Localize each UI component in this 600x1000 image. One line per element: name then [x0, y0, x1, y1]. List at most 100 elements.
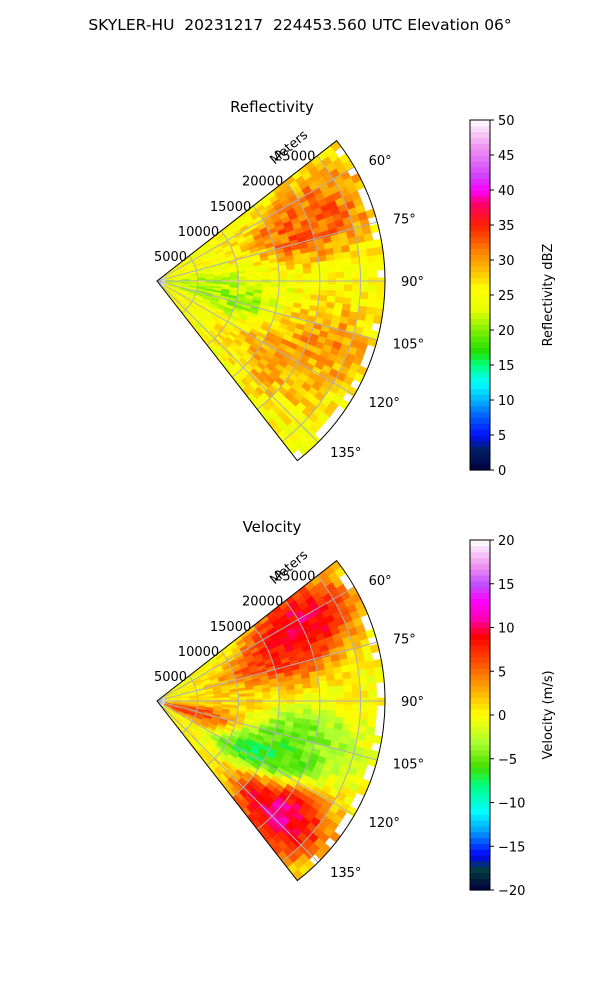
colorbar-segment: [470, 149, 490, 156]
radar-cell: [343, 710, 353, 719]
radar-cell: [286, 269, 296, 275]
radar-cell: [311, 703, 321, 710]
radar-cell: [335, 710, 345, 718]
colorbar-tick-label: −15: [498, 840, 525, 855]
radar-cell: [278, 283, 288, 289]
radar-cell: [351, 683, 361, 692]
radar-cell: [334, 258, 344, 267]
radar-cell: [319, 692, 329, 699]
colorbar-tick-label: 35: [498, 219, 515, 234]
radar-cell: [270, 274, 280, 280]
radar-cell: [262, 275, 272, 280]
radar-cell: [278, 270, 288, 276]
colorbar-segment: [470, 120, 490, 127]
colorbar-tick-label: 25: [498, 289, 515, 304]
colorbar-label: Reflectivity dBZ: [541, 244, 556, 347]
colorbar-segment: [470, 872, 490, 879]
radar-cell: [278, 703, 288, 709]
colorbar-segment: [470, 604, 490, 611]
radar-cell: [295, 703, 304, 710]
colorbar-segment: [470, 849, 490, 856]
colorbar-segment: [470, 761, 490, 769]
azimuth-tick-label: 75°: [393, 632, 416, 647]
colorbar-segment: [470, 411, 490, 419]
radar-cell: [367, 262, 377, 271]
azimuth-tick-label: 60°: [369, 574, 392, 589]
colorbar-segment: [470, 423, 490, 430]
radar-cell: [310, 261, 320, 269]
range-tick-label: 10000: [178, 225, 219, 240]
colorbar-segment: [470, 452, 490, 459]
colorbar-segment: [470, 814, 490, 821]
azimuth-spoke: [156, 280, 355, 396]
azimuth-tick-label: 90°: [401, 695, 424, 710]
colorbar-segment: [470, 720, 490, 728]
radar-cell: [318, 680, 328, 688]
radar-cell: [310, 289, 320, 296]
radar-cell: [342, 717, 352, 726]
sector-outline: [156, 139, 386, 462]
radar-cell: [325, 673, 336, 682]
panel-reflectivity: Reflectivity 5000 10000 15000 20000 25000 60° 7…: [154, 98, 556, 479]
colorbar-segment: [470, 551, 490, 559]
radar-cell: [359, 683, 369, 692]
colorbar-segment: [470, 435, 490, 442]
radar-cell: [286, 274, 296, 280]
colorbar-segment: [470, 330, 490, 337]
radar-cell: [294, 263, 304, 270]
radar-cell: [343, 284, 353, 292]
radar-cell: [344, 697, 353, 706]
radar-cell: [350, 717, 361, 727]
colorbar-tick-label: 10: [498, 394, 515, 409]
radar-cell: [319, 686, 329, 694]
colorbar-tick-label: 15: [498, 578, 515, 593]
radar-cell: [367, 292, 377, 301]
colorbar-segment: [470, 773, 490, 780]
radar-cell: [358, 256, 369, 265]
radar-cell: [358, 676, 369, 685]
radar-cell: [335, 691, 345, 699]
colorbar-segment: [470, 125, 490, 133]
radar-cell: [376, 277, 386, 286]
radar-cell: [286, 283, 296, 289]
radar-cell: [303, 283, 312, 290]
colorbar-segment: [470, 790, 490, 798]
radar-cell: [327, 265, 337, 273]
radar-cell: [360, 270, 369, 279]
radar-cell: [318, 260, 328, 268]
colorbar-segment: [470, 767, 490, 774]
colorbar-segment: [470, 837, 490, 844]
range-ring: [256, 180, 321, 410]
range-ring: [206, 230, 239, 346]
colorbar-segment: [470, 201, 490, 209]
colorbar-tick-label: 20: [498, 534, 515, 549]
colorbar-segment: [470, 545, 490, 553]
colorbar-tick-label: 0: [498, 464, 506, 479]
radar-cell: [375, 261, 385, 271]
colorbar-tick-label: 15: [498, 359, 515, 374]
colorbar-segment: [470, 685, 490, 693]
colorbar-segment: [470, 440, 490, 448]
radar-field: [161, 560, 386, 881]
colorbar-segment: [470, 575, 490, 582]
radar-cell: [360, 277, 369, 286]
colorbar-segment: [470, 668, 490, 675]
colorbar-segment: [470, 779, 490, 786]
colorbar-segment: [470, 697, 490, 704]
colorbar-segment: [470, 429, 490, 436]
radar-cell: [238, 696, 247, 701]
radar-cell: [358, 718, 369, 728]
colorbar-segment: [470, 405, 490, 413]
azimuth-spoke: [156, 280, 319, 443]
radar-cell: [278, 690, 288, 696]
radar-cell: [278, 274, 288, 280]
radar-cell: [375, 292, 385, 302]
radar-cell: [229, 276, 239, 281]
azimuth-tick-label: 90°: [401, 275, 424, 290]
colorbar-segment: [470, 376, 490, 384]
radar-cell: [351, 704, 361, 713]
radar-cell: [303, 273, 312, 280]
radar-cell: [327, 704, 337, 711]
colorbar-segment: [470, 230, 490, 238]
radar-cell: [303, 693, 312, 700]
